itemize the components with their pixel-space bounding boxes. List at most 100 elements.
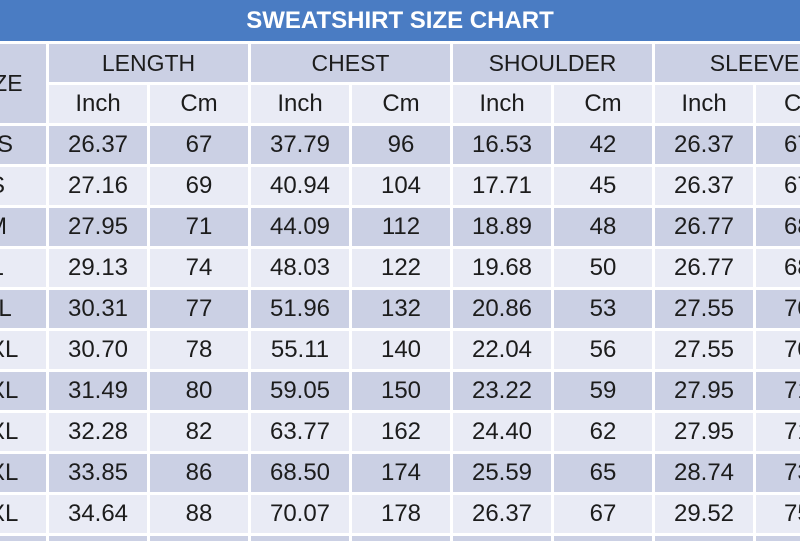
column-header-size: SIZE: [0, 44, 46, 123]
cell-shoulder-inch: 24.40: [453, 413, 551, 451]
cell-sleeve-inch: 26.37: [655, 167, 753, 205]
cell-length-cm: 86: [150, 454, 248, 492]
cell-length-inch: 27.95: [49, 208, 147, 246]
cell-sleeve-cm: 68: [756, 208, 800, 246]
cell-shoulder-inch: 19.68: [453, 249, 551, 287]
column-group-sleeve: SLEEVE: [655, 44, 800, 82]
cell-sleeve-inch: 27.95: [655, 372, 753, 410]
column-group-chest: CHEST: [251, 44, 450, 82]
cell-chest-inch: 68.50: [251, 454, 349, 492]
cell-shoulder-cm: 48: [554, 208, 652, 246]
cell-sleeve-cm: 71: [756, 413, 800, 451]
cropped-row-sliver: [251, 536, 349, 541]
cell-length-cm: 74: [150, 249, 248, 287]
cell-shoulder-inch: 16.53: [453, 126, 551, 164]
cell-chest-inch: 48.03: [251, 249, 349, 287]
cropped-row-sliver: [756, 536, 800, 541]
unit-header-shoulder-inch: Inch: [453, 85, 551, 123]
size-label: S: [0, 167, 46, 205]
cell-length-inch: 27.16: [49, 167, 147, 205]
cell-sleeve-inch: 29.52: [655, 495, 753, 533]
cell-sleeve-cm: 73: [756, 454, 800, 492]
cell-shoulder-inch: 18.89: [453, 208, 551, 246]
cell-chest-cm: 140: [352, 331, 450, 369]
cell-chest-inch: 59.05: [251, 372, 349, 410]
cell-length-inch: 32.28: [49, 413, 147, 451]
cell-length-inch: 26.37: [49, 126, 147, 164]
cell-sleeve-cm: 70: [756, 331, 800, 369]
cell-sleeve-inch: 26.77: [655, 249, 753, 287]
cell-length-cm: 88: [150, 495, 248, 533]
cell-shoulder-inch: 22.04: [453, 331, 551, 369]
cell-sleeve-cm: 68: [756, 249, 800, 287]
chart-title: SWEATSHIRT SIZE CHART: [246, 6, 554, 34]
cell-shoulder-inch: 20.86: [453, 290, 551, 328]
column-group-length: LENGTH: [49, 44, 248, 82]
cell-shoulder-cm: 67: [554, 495, 652, 533]
cell-chest-cm: 96: [352, 126, 450, 164]
unit-header-sleeve-cm: Cm: [756, 85, 800, 123]
cell-shoulder-cm: 50: [554, 249, 652, 287]
cell-sleeve-cm: 75: [756, 495, 800, 533]
unit-header-shoulder-cm: Cm: [554, 85, 652, 123]
cell-shoulder-cm: 53: [554, 290, 652, 328]
size-label: XL: [0, 290, 46, 328]
cell-chest-cm: 150: [352, 372, 450, 410]
cell-length-inch: 30.31: [49, 290, 147, 328]
cell-chest-inch: 40.94: [251, 167, 349, 205]
cell-chest-cm: 162: [352, 413, 450, 451]
size-label: 4XL: [0, 413, 46, 451]
size-chart-table: SIZE LENGTH CHEST SHOULDER SLEEVE Inch C…: [0, 44, 800, 541]
cell-sleeve-inch: 27.55: [655, 290, 753, 328]
cell-length-inch: 33.85: [49, 454, 147, 492]
cell-sleeve-inch: 26.37: [655, 126, 753, 164]
cell-length-cm: 82: [150, 413, 248, 451]
cell-length-cm: 71: [150, 208, 248, 246]
cell-length-cm: 80: [150, 372, 248, 410]
cell-shoulder-cm: 59: [554, 372, 652, 410]
cell-sleeve-cm: 67: [756, 167, 800, 205]
size-label: L: [0, 249, 46, 287]
unit-header-length-cm: Cm: [150, 85, 248, 123]
cell-chest-inch: 37.79: [251, 126, 349, 164]
cell-chest-inch: 63.77: [251, 413, 349, 451]
size-label: 6XL: [0, 495, 46, 533]
cell-chest-cm: 104: [352, 167, 450, 205]
size-label: 5XL: [0, 454, 46, 492]
cell-sleeve-cm: 67: [756, 126, 800, 164]
cell-shoulder-inch: 23.22: [453, 372, 551, 410]
cell-shoulder-inch: 25.59: [453, 454, 551, 492]
cell-length-cm: 78: [150, 331, 248, 369]
unit-header-length-inch: Inch: [49, 85, 147, 123]
cell-sleeve-cm: 70: [756, 290, 800, 328]
cell-chest-cm: 174: [352, 454, 450, 492]
cell-length-cm: 69: [150, 167, 248, 205]
unit-header-chest-inch: Inch: [251, 85, 349, 123]
cell-length-inch: 34.64: [49, 495, 147, 533]
cropped-row-sliver: [453, 536, 551, 541]
cropped-row-sliver: [352, 536, 450, 541]
cell-sleeve-inch: 27.55: [655, 331, 753, 369]
size-label: 2XL: [0, 331, 46, 369]
cell-shoulder-inch: 26.37: [453, 495, 551, 533]
size-label: 3XL: [0, 372, 46, 410]
cell-sleeve-inch: 27.95: [655, 413, 753, 451]
cell-chest-inch: 51.96: [251, 290, 349, 328]
cell-length-inch: 30.70: [49, 331, 147, 369]
cropped-row-sliver: [554, 536, 652, 541]
cell-chest-inch: 55.11: [251, 331, 349, 369]
cell-chest-cm: 178: [352, 495, 450, 533]
cell-length-inch: 29.13: [49, 249, 147, 287]
cropped-row-sliver: [655, 536, 753, 541]
cell-sleeve-inch: 26.77: [655, 208, 753, 246]
cell-length-inch: 31.49: [49, 372, 147, 410]
cell-shoulder-cm: 45: [554, 167, 652, 205]
cell-length-cm: 77: [150, 290, 248, 328]
unit-header-chest-cm: Cm: [352, 85, 450, 123]
column-group-shoulder: SHOULDER: [453, 44, 652, 82]
cell-shoulder-cm: 56: [554, 331, 652, 369]
cell-shoulder-inch: 17.71: [453, 167, 551, 205]
cell-chest-cm: 112: [352, 208, 450, 246]
size-label: XS: [0, 126, 46, 164]
